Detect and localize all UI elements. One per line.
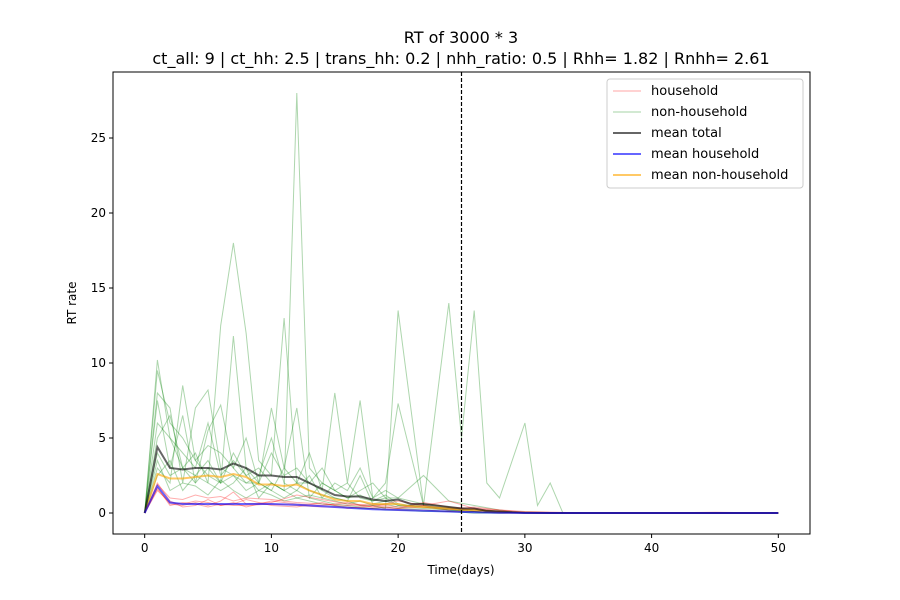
x-tick-label: 20 bbox=[390, 541, 405, 555]
x-tick-label: 50 bbox=[771, 541, 786, 555]
chart-subtitle: ct_all: 9 | ct_hh: 2.5 | trans_hh: 0.2 |… bbox=[152, 49, 769, 69]
legend: household non-household mean total mean hou… bbox=[606, 78, 804, 189]
chart-title: RT of 3000 * 3 bbox=[404, 28, 518, 47]
x-tick-label: 30 bbox=[517, 541, 532, 555]
legend-label-non-household: non-household bbox=[651, 105, 747, 120]
y-axis: 0 5 10 15 20 25 bbox=[91, 131, 113, 520]
y-tick-label: 15 bbox=[91, 281, 106, 295]
legend-label-household: household bbox=[651, 84, 718, 99]
x-tick-label: 0 bbox=[141, 541, 149, 555]
y-tick-label: 25 bbox=[91, 131, 106, 145]
plot-frame bbox=[112, 71, 811, 535]
x-tick-label: 10 bbox=[264, 541, 279, 555]
x-tick-label: 40 bbox=[644, 541, 659, 555]
legend-label-mean-total: mean total bbox=[651, 126, 722, 141]
non-household-run-line bbox=[144, 302, 779, 514]
legend-label-mean-household: mean household bbox=[651, 147, 759, 162]
household-run-line bbox=[144, 489, 779, 514]
series-layer bbox=[143, 92, 779, 514]
y-tick-label: 20 bbox=[91, 206, 106, 220]
x-axis: 0 10 20 30 40 50 bbox=[141, 534, 786, 555]
non-household-run-line bbox=[144, 388, 779, 514]
y-axis-label: RT rate bbox=[65, 282, 79, 325]
legend-box bbox=[606, 78, 804, 189]
mean-household-line bbox=[143, 484, 779, 514]
y-tick-label: 0 bbox=[98, 506, 106, 520]
y-tick-label: 10 bbox=[91, 356, 106, 370]
y-tick-label: 5 bbox=[98, 431, 106, 445]
x-axis-label: Time(days) bbox=[426, 563, 494, 577]
legend-label-mean-non-household: mean non-household bbox=[651, 168, 788, 183]
